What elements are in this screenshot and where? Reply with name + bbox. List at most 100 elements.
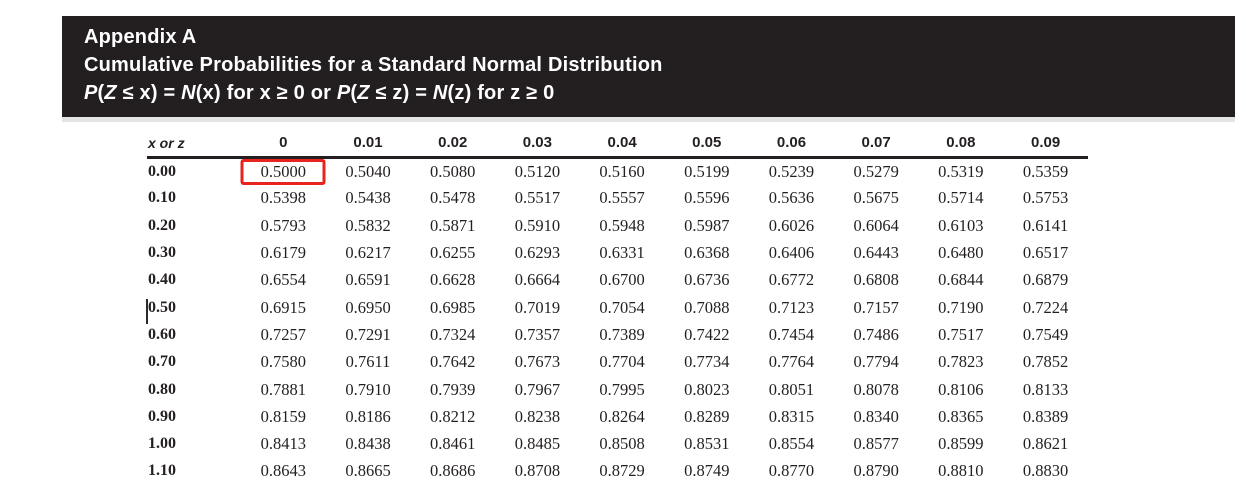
column-header-x-or-z: x or z [147,134,241,159]
cell-value: 0.7995 [599,379,645,399]
cell-value: 0.7549 [1022,324,1069,344]
table-cell: 0.8264 [580,403,665,430]
formula-segment: N [181,82,196,104]
table-cell: 0.8413 [241,430,326,457]
cell-value: 0.5675 [853,188,899,208]
table-cell: 0.8508 [580,430,665,457]
cell-value: 0.7257 [260,324,307,344]
cell-value: 0.8485 [514,434,561,454]
row-label: 0.90 [148,407,176,425]
cell-value: 0.8531 [684,434,730,454]
table-cell: 0.7580 [241,349,326,376]
table-cell: 0.7881 [241,376,326,403]
table-cell: 0.7967 [495,376,580,403]
cell-value: 0.7823 [938,352,984,372]
cell-value: 0.5832 [345,215,391,235]
cell-value: 0.7291 [345,324,391,344]
formula-segment: ( [97,82,105,104]
cell-value: 0.5636 [768,188,815,208]
cell-value: 0.7734 [684,352,730,372]
column-header: 0.04 [579,134,665,159]
cell-value: 0.7324 [430,324,476,344]
appendix-title: Appendix A [84,26,197,48]
table-cell: 0.8315 [749,403,834,430]
table-cell: 0.8770 [749,458,834,485]
table-cell: 0.6103 [919,212,1004,239]
table-cell: 0.7486 [834,321,919,348]
table-cell: 0.8790 [834,458,919,485]
cell-value: 0.5080 [430,161,476,181]
table-cell: 0.7019 [495,294,580,321]
table-cell: 0.7291 [326,321,411,348]
cell-value: 0.6103 [938,215,984,235]
cell-value: 0.5359 [1022,161,1069,181]
table-row: 0.30 0.6179 0.6217 0.6255 0.6293 0.6331 0.6368… [147,239,1088,266]
table-cell: 0.5910 [495,212,580,239]
cell-value: 0.8078 [853,379,899,399]
cell-value: 0.5160 [599,161,645,181]
table-cell: 0.5871 [410,212,495,239]
table-cell: 0.5319 [919,158,1004,185]
cell-value: 0.8810 [938,461,984,481]
table-cell: 0.6736 [664,267,749,294]
cell-value: 0.6368 [684,243,730,263]
cell-value: 0.8106 [938,379,984,399]
table-cell: 0.7910 [326,376,411,403]
table-cell: 0.7123 [749,294,834,321]
header-formula: P(Z ≤ x) = N(x) for x ≥ 0 or P(Z ≤ z) = … [84,79,1235,107]
formula-segment: Z [357,82,370,104]
cell-value: 0.8413 [260,434,307,454]
formula-segment: N [432,82,448,104]
formula-segment: (z) for z ≥ 0 [447,82,555,104]
table-row: 0.20 0.5793 0.5832 0.5871 0.5910 0.5948 0.5987… [147,212,1088,239]
table-cell: 0.6293 [495,239,580,266]
table-cell: 0.6808 [834,267,919,294]
table-cell: 0.8665 [326,458,411,485]
formula-segment: ( [350,82,358,104]
table-cell: 0.6480 [919,239,1004,266]
text-cursor [146,299,148,324]
column-header: 0 [241,134,326,159]
table-cell: 0.8106 [919,376,1004,403]
table-cell: 0.5120 [495,158,580,185]
cell-value: 0.6064 [853,215,899,235]
cell-value: 0.8749 [684,461,730,481]
table-cell: 0.6331 [580,239,665,266]
column-header: 0.06 [749,134,834,159]
table-cell: 0.6064 [834,212,919,239]
column-header: 0.07 [833,134,919,159]
table-cell: 0.5199 [664,158,749,185]
table-cell: 0.8686 [410,458,495,485]
cell-value: 0.6985 [430,297,476,317]
row-label: 0.30 [148,244,176,262]
table-cell: 0.6950 [326,294,411,321]
table-cell: 0.5040 [326,158,411,185]
cell-value: 0.8643 [260,461,307,481]
cell-value: 0.8438 [345,434,391,454]
row-label: 0.80 [148,380,176,398]
table-cell: 0.6700 [580,267,665,294]
table-cell: 0.7611 [326,349,411,376]
cell-value: 0.6331 [599,243,645,263]
cell-value: 0.5753 [1022,188,1069,208]
cell-value: 0.7611 [345,352,391,372]
table-header: x or z 0 0.01 0.02 0.03 0.04 0.05 0.06 0.07 0.08 0… [147,134,1088,159]
cell-value: 0.5948 [599,215,645,235]
cell-value: 0.8389 [1022,406,1069,426]
table-cell: 0.6179 [241,239,326,266]
table-row: 1.00 0.8413 0.8438 0.8461 0.8485 0.8508 0.8531… [147,430,1088,457]
table-cell: 0.5478 [410,185,495,212]
table-cell: 0.7224 [1003,294,1088,321]
column-header: 0.09 [1003,134,1088,159]
table-cell: 0.6368 [664,239,749,266]
cell-value: 0.7224 [1022,297,1069,317]
table-cell: 0.5080 [410,158,495,185]
table-cell: 0.8238 [495,403,580,430]
table-cell: 0.5398 [241,185,326,212]
table-cell: 0.8023 [664,376,749,403]
cell-value: 0.6808 [853,270,899,290]
cell-value: 0.8665 [345,461,391,481]
table-cell: 0.5753 [1003,185,1088,212]
table-cell: 0.8133 [1003,376,1088,403]
cell-value: 0.8315 [768,406,815,426]
